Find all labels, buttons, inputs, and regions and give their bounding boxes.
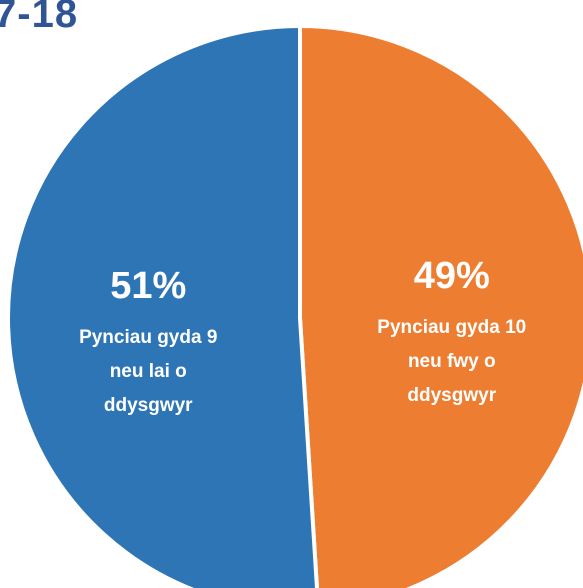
slice-category-label-1-line-2: ddysgwyr	[104, 395, 193, 416]
slice-percent-label-1: 51%	[110, 265, 186, 307]
slice-percent-label-0: 49%	[414, 255, 490, 297]
slice-category-label-0-line-1: neu fwy o	[408, 351, 496, 372]
slice-category-label-0-line-2: ddysgwyr	[407, 385, 496, 406]
chart-title-fragment: 7-18	[0, 0, 79, 36]
pie-slice-0	[298, 23, 583, 588]
slice-category-label-1-line-0: Pynciau gyda 9	[79, 327, 217, 348]
pie-slice-1	[6, 23, 319, 588]
slice-category-label-1-line-1: neu lai o	[110, 361, 187, 382]
slice-category-label-0-line-0: Pynciau gyda 10	[377, 317, 526, 338]
